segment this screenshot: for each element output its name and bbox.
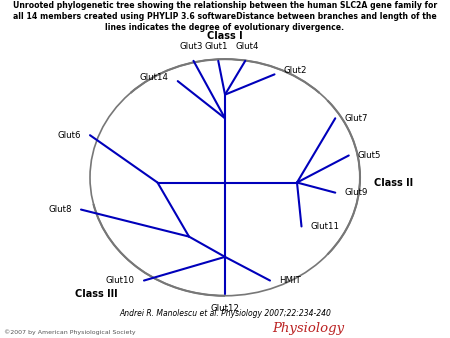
Text: Glut1: Glut1 xyxy=(204,42,228,51)
Text: Glut2: Glut2 xyxy=(284,67,307,75)
Text: Class II: Class II xyxy=(374,177,413,188)
Text: Glut11: Glut11 xyxy=(310,222,339,231)
Text: Glut7: Glut7 xyxy=(344,114,368,123)
Text: Physiology: Physiology xyxy=(272,322,344,335)
Text: Unrooted phylogenetic tree showing the relationship between the human SLC2A gene: Unrooted phylogenetic tree showing the r… xyxy=(13,1,437,32)
Text: Glut8: Glut8 xyxy=(49,205,72,214)
Text: HMIT: HMIT xyxy=(279,276,301,285)
Text: Glut4: Glut4 xyxy=(236,42,259,51)
Text: Glut3: Glut3 xyxy=(180,42,203,51)
Text: Glut9: Glut9 xyxy=(344,188,368,197)
Text: Glut5: Glut5 xyxy=(358,151,381,160)
Text: Glut6: Glut6 xyxy=(58,131,81,140)
Text: Class I: Class I xyxy=(207,31,243,41)
Text: Glut14: Glut14 xyxy=(140,73,169,82)
Text: Glut10: Glut10 xyxy=(106,276,135,285)
Text: Glut12: Glut12 xyxy=(211,304,239,313)
Text: ©2007 by American Physiological Society: ©2007 by American Physiological Society xyxy=(4,329,136,335)
Text: Andrei R. Manolescu et al. Physiology 2007;22:234-240: Andrei R. Manolescu et al. Physiology 20… xyxy=(119,309,331,318)
Text: Class III: Class III xyxy=(76,289,118,299)
